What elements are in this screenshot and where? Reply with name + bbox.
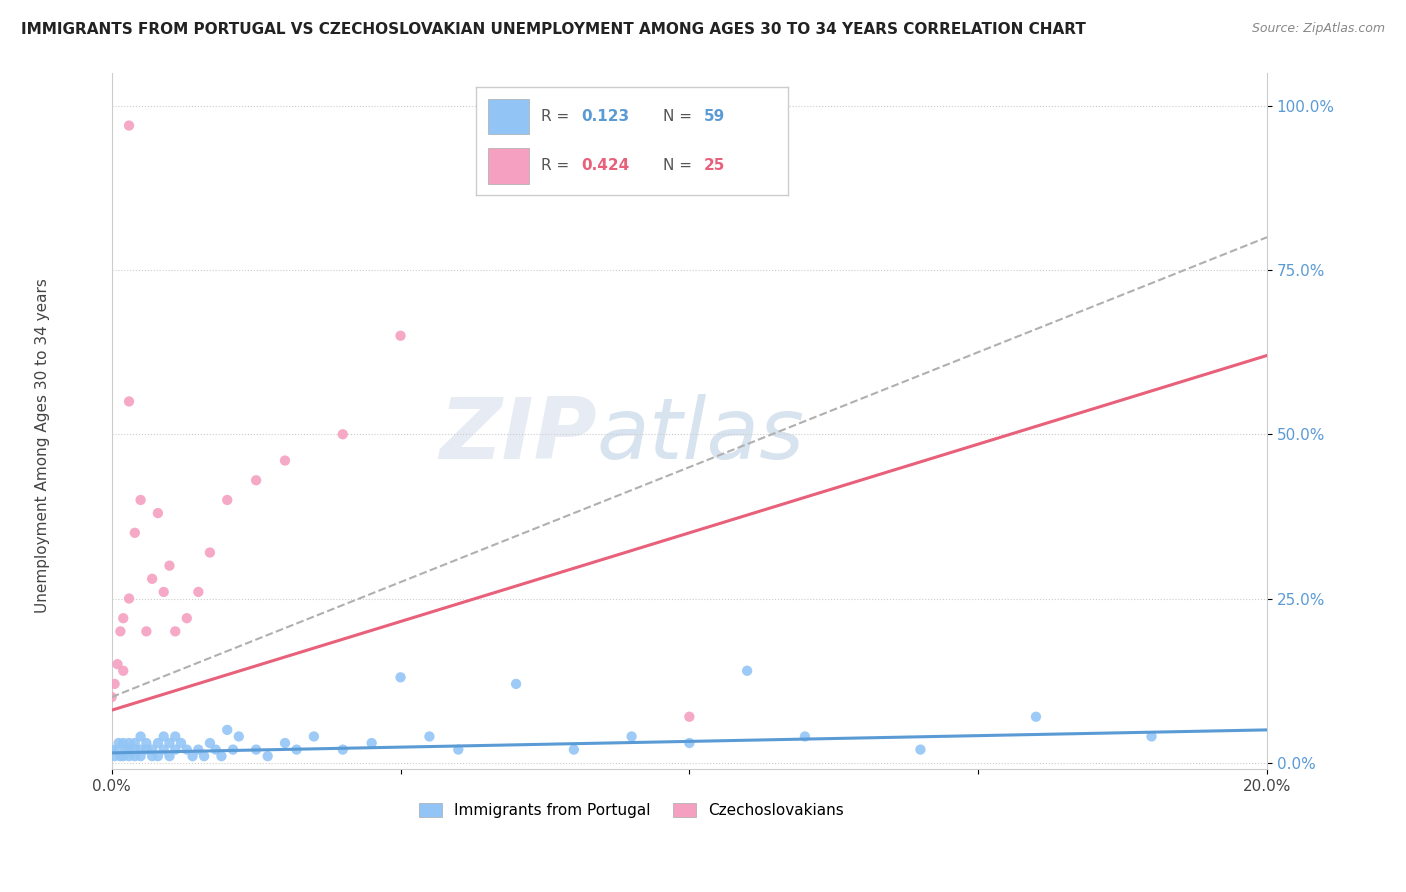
Point — [141, 749, 163, 764]
Point — [112, 749, 135, 764]
Point — [910, 742, 932, 756]
Text: Unemployment Among Ages 30 to 34 years: Unemployment Among Ages 30 to 34 years — [35, 278, 49, 614]
Point — [129, 742, 152, 756]
Point — [100, 690, 122, 704]
Point — [129, 730, 152, 744]
Point — [152, 585, 174, 599]
Point — [193, 749, 215, 764]
Point — [505, 677, 527, 691]
Point — [152, 730, 174, 744]
Point — [176, 742, 198, 756]
Point — [187, 585, 209, 599]
Point — [332, 742, 354, 756]
Point — [107, 736, 129, 750]
Point — [112, 611, 135, 625]
Point — [118, 591, 141, 606]
Point — [332, 427, 354, 442]
Point — [198, 545, 221, 559]
Point — [793, 730, 815, 744]
Text: atlas: atlas — [598, 393, 806, 476]
Point — [418, 730, 440, 744]
Point — [204, 742, 226, 756]
Legend: Immigrants from Portugal, Czechoslovakians: Immigrants from Portugal, Czechoslovakia… — [413, 797, 851, 824]
Point — [562, 742, 585, 756]
Point — [118, 736, 141, 750]
Point — [389, 670, 412, 684]
Point — [245, 473, 267, 487]
Point — [104, 677, 127, 691]
Point — [217, 723, 239, 737]
Point — [141, 742, 163, 756]
Point — [118, 742, 141, 756]
Point — [159, 749, 181, 764]
Point — [118, 749, 141, 764]
Point — [159, 736, 181, 750]
Point — [447, 742, 470, 756]
Point — [100, 742, 122, 756]
Point — [217, 493, 239, 508]
Point — [118, 394, 141, 409]
Point — [141, 572, 163, 586]
Point — [112, 736, 135, 750]
Point — [678, 710, 700, 724]
Point — [135, 624, 157, 639]
Point — [104, 749, 127, 764]
Point — [118, 119, 141, 133]
Point — [135, 742, 157, 756]
Point — [124, 749, 146, 764]
Point — [129, 749, 152, 764]
Point — [124, 525, 146, 540]
Point — [107, 657, 129, 672]
Point — [170, 736, 193, 750]
Point — [135, 736, 157, 750]
Point — [165, 742, 187, 756]
Point — [146, 506, 169, 520]
Point — [620, 730, 643, 744]
Point — [211, 749, 233, 764]
Point — [274, 453, 297, 467]
Point — [159, 558, 181, 573]
Point — [181, 749, 204, 764]
Point — [1140, 730, 1163, 744]
Point — [678, 736, 700, 750]
Point — [165, 730, 187, 744]
Point — [360, 736, 382, 750]
Point — [274, 736, 297, 750]
Point — [124, 742, 146, 756]
Point — [110, 749, 132, 764]
Point — [228, 730, 250, 744]
Point — [187, 742, 209, 756]
Point — [107, 742, 129, 756]
Text: Source: ZipAtlas.com: Source: ZipAtlas.com — [1251, 22, 1385, 36]
Text: IMMIGRANTS FROM PORTUGAL VS CZECHOSLOVAKIAN UNEMPLOYMENT AMONG AGES 30 TO 34 YEA: IMMIGRANTS FROM PORTUGAL VS CZECHOSLOVAK… — [21, 22, 1085, 37]
Point — [112, 664, 135, 678]
Point — [256, 749, 278, 764]
Point — [389, 328, 412, 343]
Point — [110, 624, 132, 639]
Point — [285, 742, 308, 756]
Point — [124, 736, 146, 750]
Point — [115, 742, 138, 756]
Point — [735, 664, 758, 678]
Point — [176, 611, 198, 625]
Point — [152, 742, 174, 756]
Point — [1025, 710, 1047, 724]
Point — [146, 749, 169, 764]
Point — [198, 736, 221, 750]
Point — [245, 742, 267, 756]
Point — [129, 493, 152, 508]
Point — [302, 730, 325, 744]
Point — [165, 624, 187, 639]
Point — [146, 736, 169, 750]
Point — [222, 742, 245, 756]
Text: ZIP: ZIP — [439, 393, 598, 476]
